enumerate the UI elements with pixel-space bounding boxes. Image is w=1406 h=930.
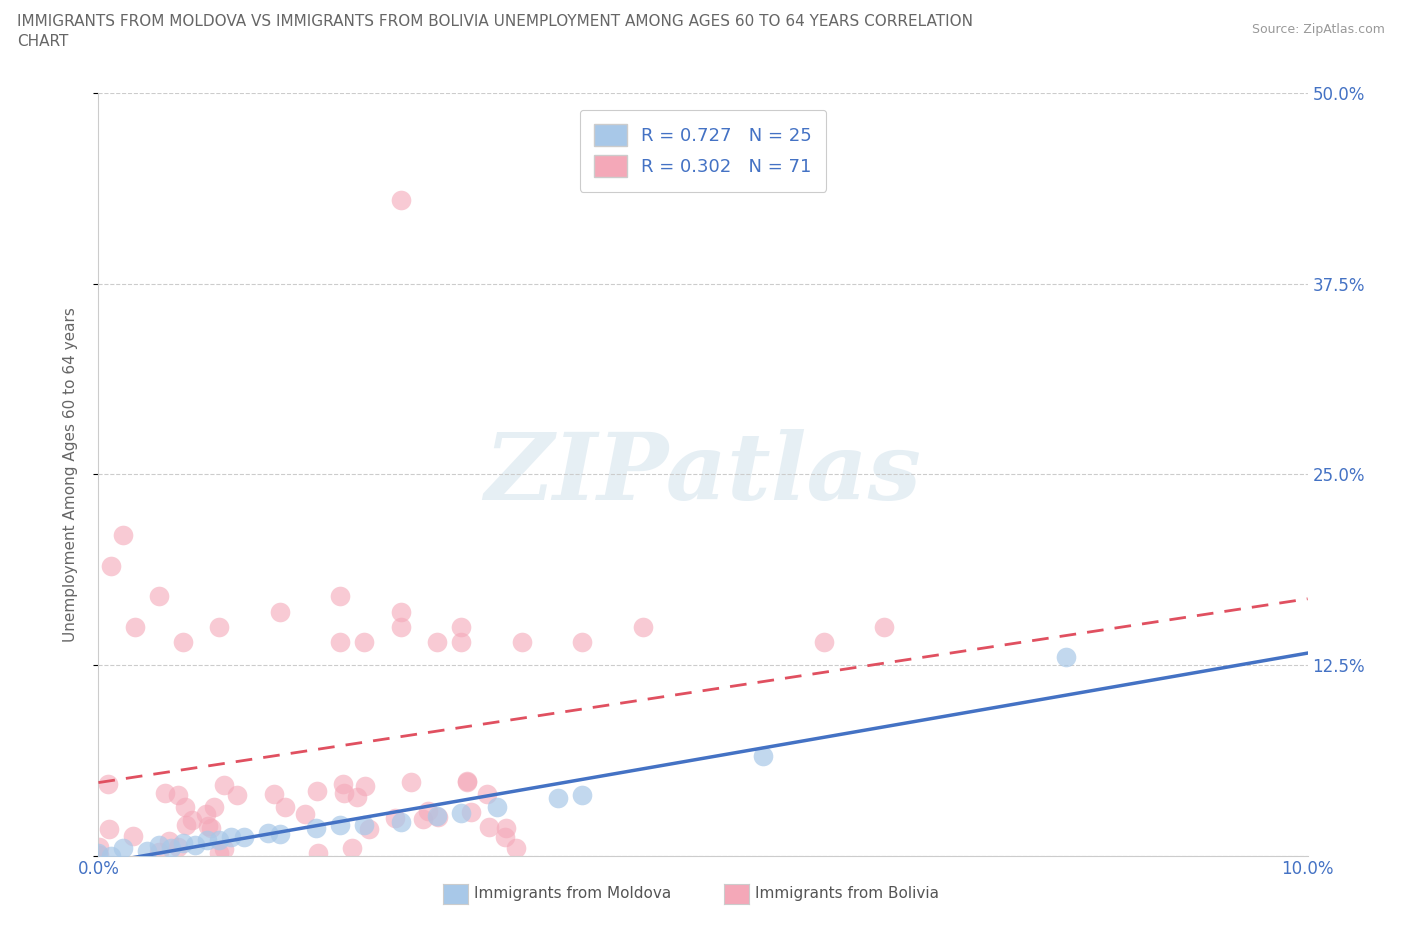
Point [631,619,654,634]
Point [167,840,190,855]
Point [813,634,835,649]
Point [353,778,375,793]
Point [135,844,157,858]
Point [256,825,278,840]
Point [329,589,352,604]
Point [426,808,449,823]
Point [212,777,235,792]
Point [208,845,231,860]
Point [353,817,375,832]
Point [208,619,231,634]
Point [121,829,143,844]
Point [305,820,328,835]
Point [174,800,197,815]
Point [100,558,122,573]
Point [752,749,775,764]
Y-axis label: Unemployment Among Ages 60 to 64 years: Unemployment Among Ages 60 to 64 years [63,307,77,642]
Point [111,528,134,543]
Point [486,800,509,815]
Point [478,820,501,835]
Point [221,830,243,844]
Point [100,848,122,863]
Point [181,813,204,828]
Point [124,619,146,634]
Point [389,619,412,634]
Point [87,845,110,860]
Text: Immigrants from Bolivia: Immigrants from Bolivia [755,886,939,901]
Point [1054,650,1077,665]
Point [232,830,254,844]
Point [389,815,412,830]
Point [450,619,472,634]
Point [456,775,478,790]
Point [87,840,110,855]
Point [399,775,422,790]
Point [194,806,217,821]
Point [269,604,291,619]
Point [155,786,177,801]
Point [412,811,434,826]
Point [89,847,111,862]
Point [571,634,593,649]
Point [329,817,352,832]
Point [200,820,222,835]
Point [384,811,406,826]
Point [505,841,527,856]
Point [456,774,478,789]
Text: ZIPatlas: ZIPatlas [485,430,921,519]
Text: IMMIGRANTS FROM MOLDOVA VS IMMIGRANTS FROM BOLIVIA UNEMPLOYMENT AMONG AGES 60 TO: IMMIGRANTS FROM MOLDOVA VS IMMIGRANTS FR… [17,14,973,29]
Point [148,838,170,853]
Point [426,634,449,649]
Point [346,790,368,804]
Text: CHART: CHART [17,34,69,49]
Point [184,838,207,853]
Point [332,777,354,791]
Point [204,800,226,815]
Point [389,193,412,207]
Point [157,834,180,849]
Point [294,806,316,821]
Point [329,634,352,649]
Point [450,805,472,820]
Point [418,804,440,818]
Point [389,604,412,619]
Point [359,822,381,837]
Text: Source: ZipAtlas.com: Source: ZipAtlas.com [1251,23,1385,36]
Point [353,634,375,649]
Point [195,833,218,848]
Point [226,788,249,803]
Point [495,820,517,835]
Point [274,800,297,815]
Point [477,786,499,801]
Point [111,841,134,856]
Point [333,785,356,800]
Point [172,634,194,649]
Point [212,842,235,857]
Point [510,634,533,649]
Point [197,819,219,834]
Point [174,817,197,832]
Point [148,844,170,859]
Point [97,821,120,836]
Point [342,841,364,856]
Point [427,809,450,824]
Point [450,634,472,649]
Point [160,841,183,856]
Point [167,788,190,803]
Point [571,787,593,802]
Text: Immigrants from Moldova: Immigrants from Moldova [474,886,671,901]
Point [873,619,896,634]
Point [263,786,285,801]
Point [305,784,328,799]
Point [269,827,291,842]
Point [494,830,516,844]
Point [460,805,482,820]
Point [307,846,329,861]
Point [97,777,120,791]
Legend: R = 0.727   N = 25, R = 0.302   N = 71: R = 0.727 N = 25, R = 0.302 N = 71 [579,110,827,192]
Point [148,589,170,604]
Point [172,836,194,851]
Point [547,790,569,805]
Point [208,833,231,848]
